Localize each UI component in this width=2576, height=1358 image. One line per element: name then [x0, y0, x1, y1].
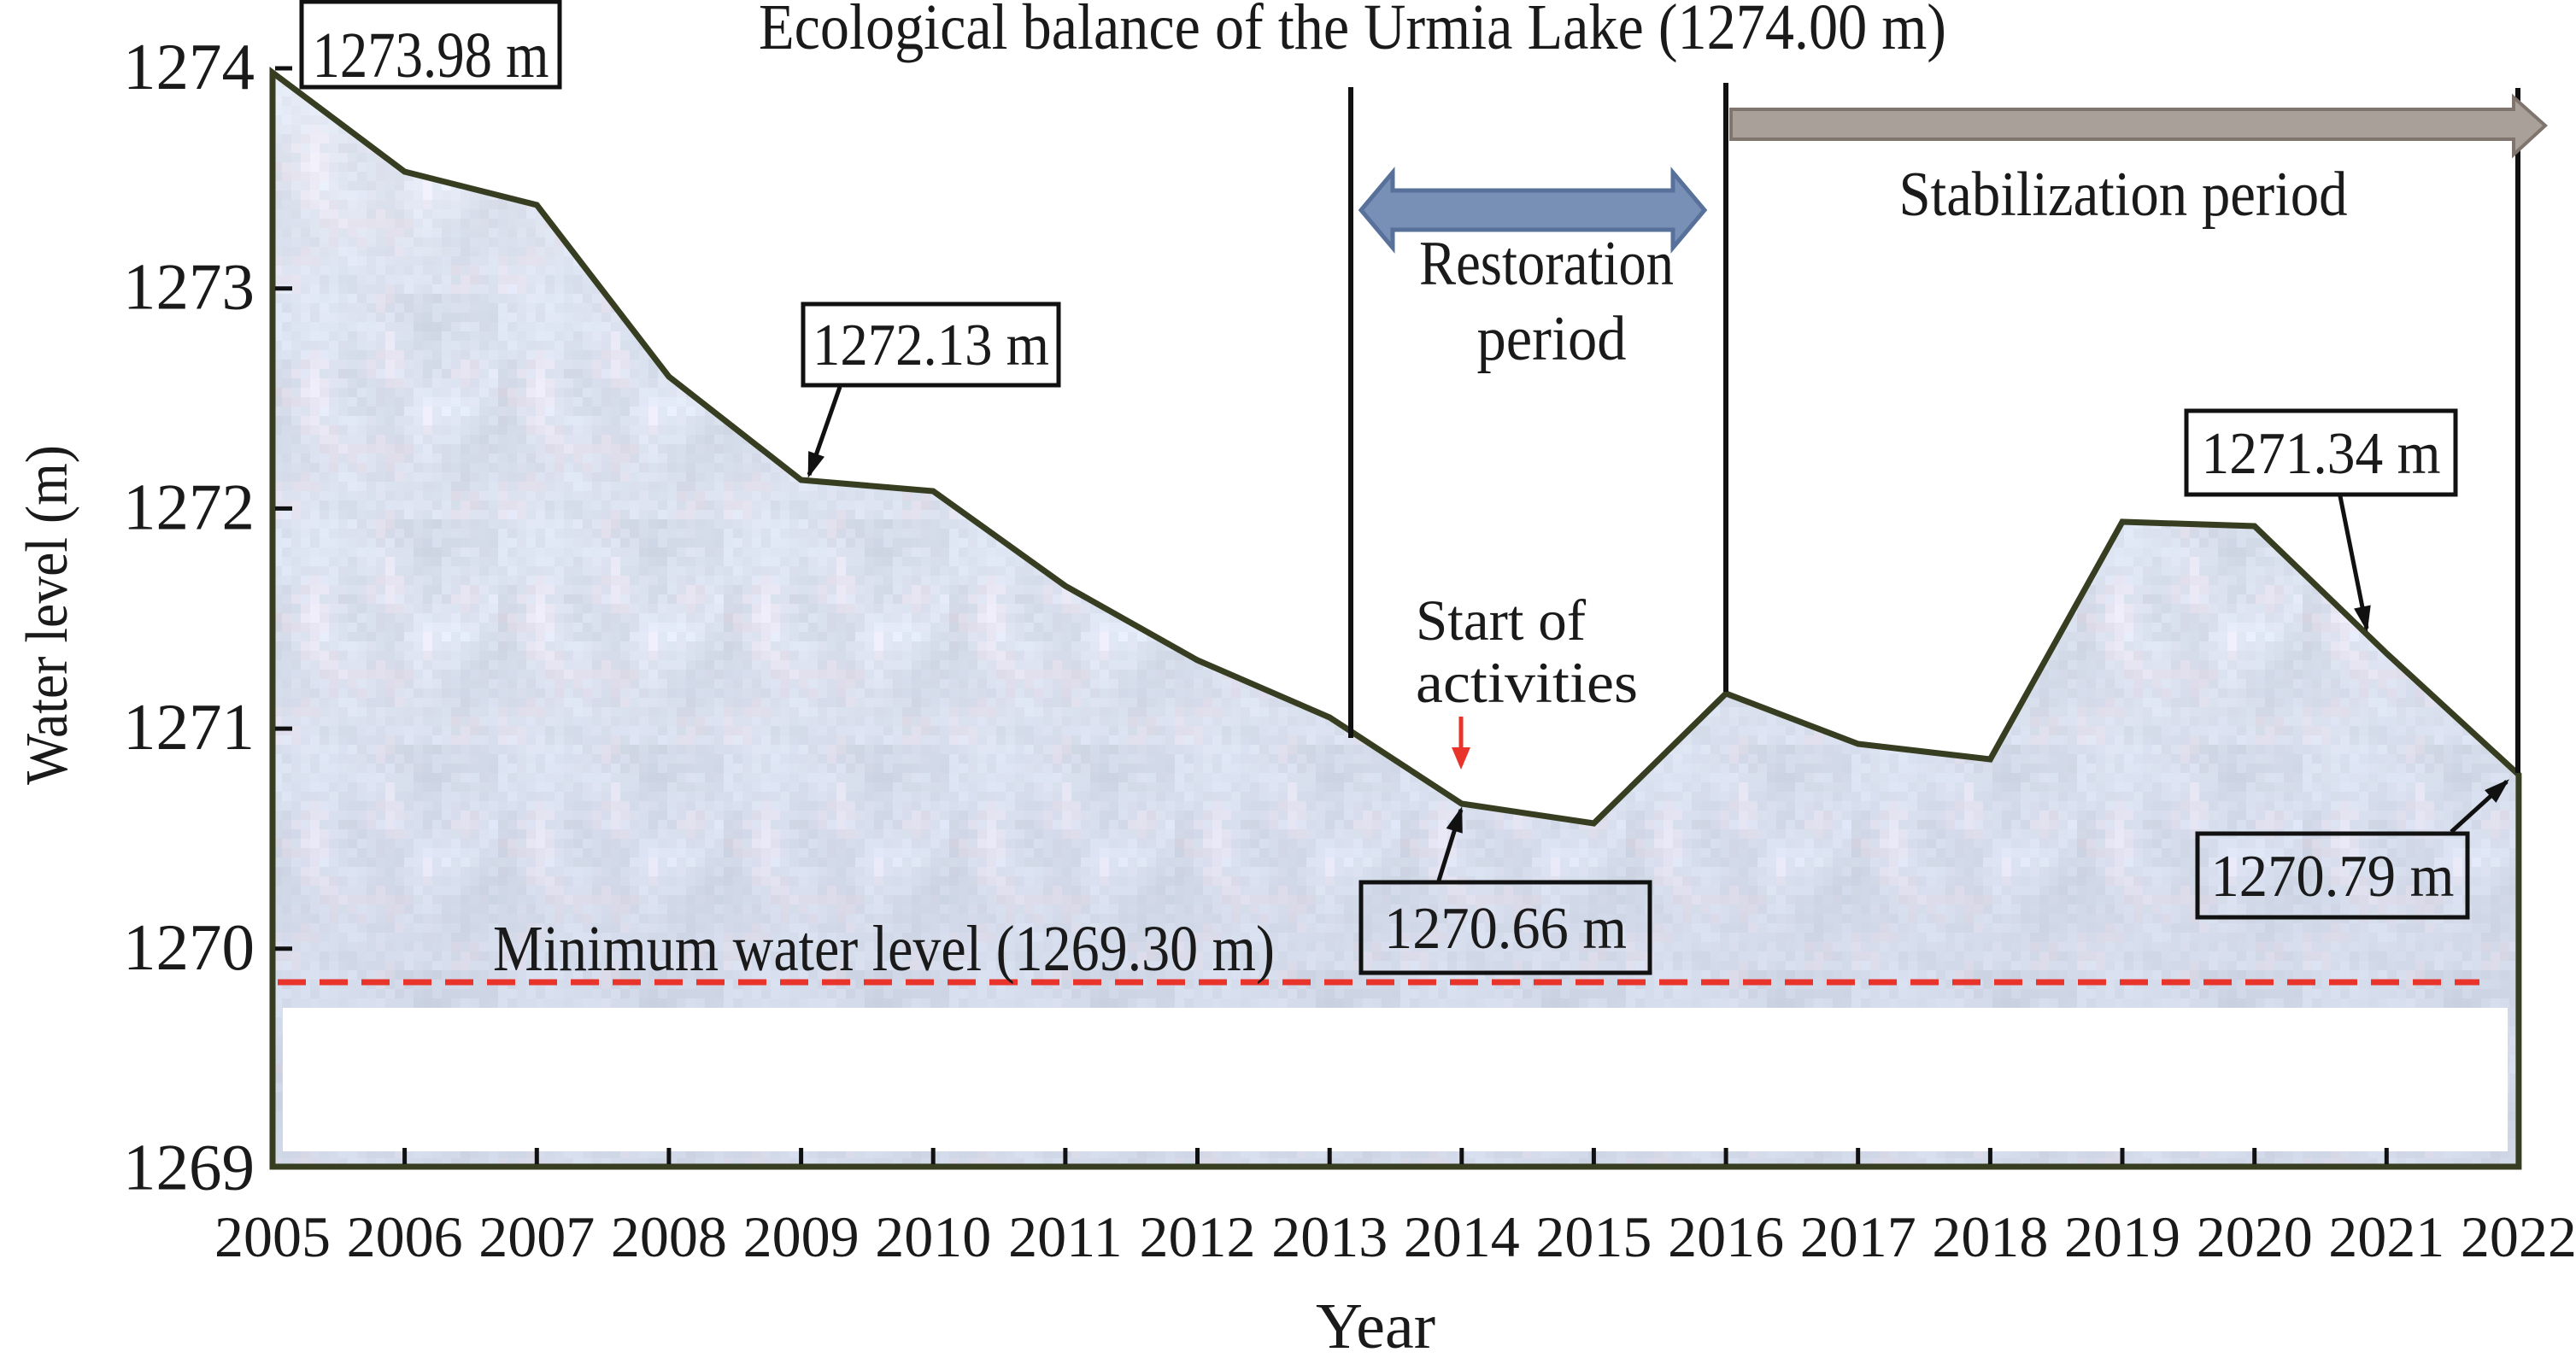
- svg-text:2022: 2022: [2461, 1204, 2576, 1269]
- svg-text:2020: 2020: [2197, 1204, 2313, 1269]
- svg-text:2005: 2005: [214, 1204, 331, 1269]
- svg-text:2011: 2011: [1008, 1204, 1122, 1269]
- svg-text:2009: 2009: [743, 1204, 860, 1269]
- svg-text:Start of: Start of: [1416, 588, 1586, 653]
- svg-text:1270.66 m: 1270.66 m: [1384, 896, 1627, 962]
- svg-text:2014: 2014: [1404, 1204, 1520, 1269]
- svg-text:2008: 2008: [611, 1204, 727, 1269]
- svg-text:2017: 2017: [1800, 1204, 1916, 1269]
- svg-text:1271: 1271: [123, 690, 255, 764]
- svg-text:Restoration: Restoration: [1419, 229, 1674, 299]
- svg-text:Year: Year: [1316, 1291, 1435, 1358]
- svg-text:2013: 2013: [1271, 1204, 1388, 1269]
- svg-text:1270.79 m: 1270.79 m: [2211, 844, 2455, 910]
- svg-text:2006: 2006: [347, 1204, 463, 1269]
- svg-text:2019: 2019: [2064, 1204, 2180, 1269]
- svg-text:2012: 2012: [1140, 1204, 1256, 1269]
- svg-text:Water level (m): Water level (m): [15, 445, 80, 785]
- svg-text:2015: 2015: [1535, 1204, 1652, 1269]
- svg-text:Ecological balance of the Urmi: Ecological balance of the Urmia Lake (12…: [759, 0, 1946, 63]
- svg-text:1273: 1273: [123, 250, 255, 324]
- svg-text:1272.13 m: 1272.13 m: [813, 313, 1049, 378]
- svg-text:1274: 1274: [123, 30, 255, 103]
- svg-text:1269: 1269: [123, 1131, 255, 1204]
- svg-text:2018: 2018: [1932, 1204, 2048, 1269]
- svg-text:2021: 2021: [2328, 1204, 2444, 1269]
- svg-text:Minimum water level (1269.30 m: Minimum water level (1269.30 m): [493, 913, 1275, 985]
- svg-text:Stabilization period: Stabilization period: [1899, 160, 2348, 230]
- svg-text:1271.34 m: 1271.34 m: [2202, 421, 2441, 487]
- svg-text:2010: 2010: [875, 1204, 991, 1269]
- svg-text:period: period: [1477, 304, 1627, 374]
- svg-text:2007: 2007: [478, 1204, 595, 1269]
- svg-text:1270: 1270: [123, 910, 255, 984]
- svg-text:1273.98 m: 1273.98 m: [313, 20, 549, 91]
- svg-text:2016: 2016: [1668, 1204, 1784, 1269]
- svg-text:1272: 1272: [123, 470, 255, 543]
- svg-text:activities: activities: [1416, 650, 1638, 715]
